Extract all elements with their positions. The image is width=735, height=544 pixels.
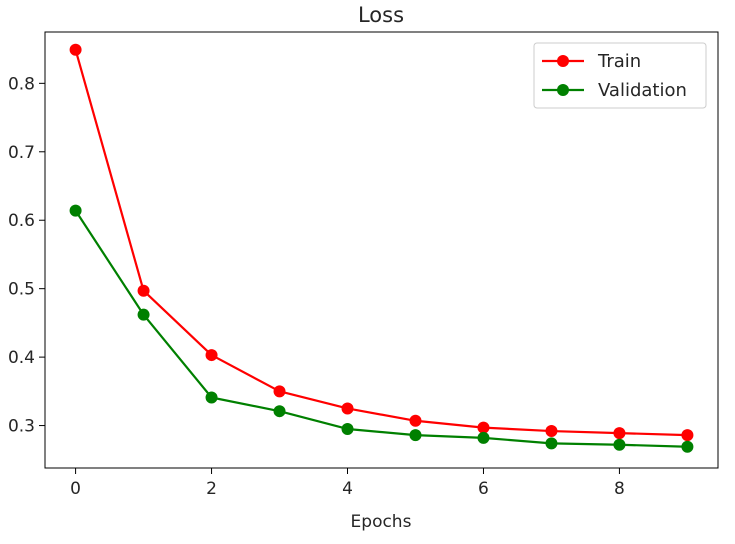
data-point-train — [273, 385, 286, 398]
x-axis-ticks: 0 2 4 6 8 — [70, 468, 625, 499]
y-tick-label: 0.8 — [8, 74, 35, 94]
y-tick-label: 0.4 — [8, 348, 35, 368]
x-tick-label: 0 — [70, 479, 81, 499]
series-train — [69, 43, 694, 442]
data-point-train — [681, 429, 694, 442]
data-point-train — [477, 421, 490, 434]
data-point-train — [341, 402, 354, 415]
data-point-validation — [341, 422, 354, 435]
data-point-validation — [69, 204, 82, 217]
legend: Train Validation — [533, 42, 707, 109]
series-layer — [69, 43, 694, 453]
legend-train-marker — [557, 55, 569, 67]
data-point-validation — [545, 437, 558, 450]
data-point-validation — [477, 431, 490, 444]
legend-validation-label: Validation — [598, 80, 687, 101]
data-point-train — [545, 425, 558, 438]
y-tick-label: 0.3 — [8, 417, 35, 437]
data-point-train — [205, 349, 218, 362]
series-validation — [69, 204, 694, 453]
data-point-validation — [681, 440, 694, 453]
data-point-train — [409, 414, 422, 427]
data-point-validation — [409, 429, 422, 442]
data-point-train — [69, 43, 82, 56]
data-point-train — [613, 427, 626, 440]
x-tick-label: 2 — [206, 479, 217, 499]
series-line-validation — [74, 210, 688, 448]
x-tick-label: 4 — [342, 479, 353, 499]
legend-box — [533, 42, 707, 109]
series-line-train — [74, 49, 688, 437]
legend-validation-marker — [557, 84, 569, 96]
data-point-validation — [613, 438, 626, 451]
data-point-validation — [205, 391, 218, 404]
y-tick-label: 0.5 — [8, 280, 35, 300]
x-tick-label: 8 — [614, 479, 625, 499]
data-point-validation — [137, 308, 150, 321]
y-tick-label: 0.6 — [8, 211, 35, 231]
data-point-train — [137, 284, 150, 297]
data-point-validation — [273, 405, 286, 418]
x-axis-label: Epochs — [351, 512, 412, 532]
x-tick-label: 6 — [478, 479, 489, 499]
legend-train-label: Train — [597, 51, 641, 72]
y-axis-ticks: 0.3 0.4 0.5 0.6 0.7 0.8 — [8, 74, 45, 437]
y-tick-label: 0.7 — [8, 143, 35, 163]
chart-title: Loss — [358, 3, 404, 27]
